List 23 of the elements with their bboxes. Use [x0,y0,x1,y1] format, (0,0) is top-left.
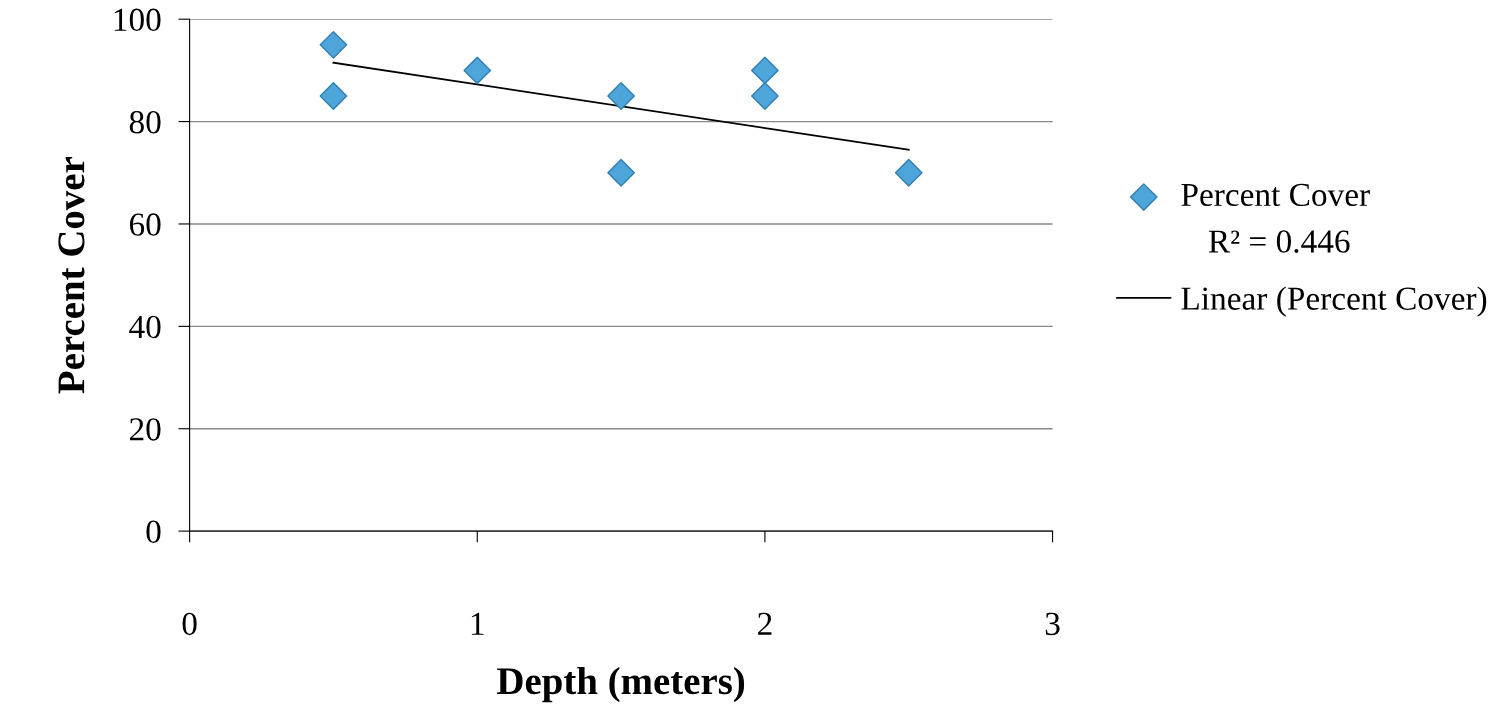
point [751,82,779,110]
point [319,82,348,110]
y-axis-title: Percent Cover [58,157,85,394]
point [607,158,635,187]
y-tick-label: 60 [129,213,161,236]
point [319,30,348,59]
x-axis-title: Depth (meters) [497,666,745,703]
point [894,158,923,187]
y-tick-label: 20 [129,418,161,441]
x-tick-label: 0 [182,612,197,636]
y-tick-label: 100 [114,8,161,32]
point [607,82,635,110]
point [463,56,492,85]
legend-label: Percent Cover [1181,183,1370,207]
text: R² = 0.446 [1208,230,1350,253]
y-tick-label: 40 [129,315,161,339]
x-tick-label: 3 [1045,612,1060,636]
point [751,56,779,85]
y-tick-label: 80 [129,110,161,134]
legend-label: Linear (Percent Cover) [1181,286,1487,317]
x-tick-label: 2 [758,612,772,635]
x-tick-label: 1 [471,612,484,635]
y-tick-label: 0 [146,520,161,544]
